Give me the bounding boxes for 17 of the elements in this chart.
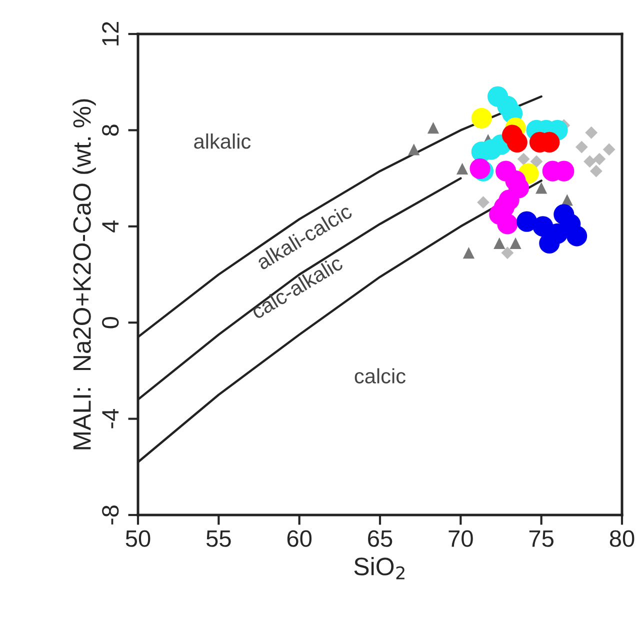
x-tick-label: 80 — [610, 530, 634, 547]
annotation: alkalic — [194, 133, 251, 149]
y-tick-label: -8 — [102, 506, 119, 524]
y-tick-label: 0 — [102, 316, 119, 328]
x-tick-label: 70 — [448, 530, 473, 547]
annotation: calcic — [354, 368, 406, 384]
x-tick-label: 60 — [287, 530, 312, 547]
x-axis-title: SiO$_{2}$ — [354, 557, 404, 580]
y-axis-title: MALI: Na2O+K2O-CaO (wt. %) — [72, 99, 96, 450]
y-tick-label: 8 — [102, 124, 119, 136]
x-tick-label: 50 — [126, 530, 150, 547]
x-tick-label: 65 — [368, 530, 392, 547]
x-tick-label: 55 — [206, 530, 231, 547]
y-tick-label: 12 — [102, 22, 119, 46]
y-tick-label: -4 — [102, 408, 119, 428]
y-tick-label: 4 — [102, 220, 119, 232]
x-tick-label: 75 — [529, 530, 554, 547]
